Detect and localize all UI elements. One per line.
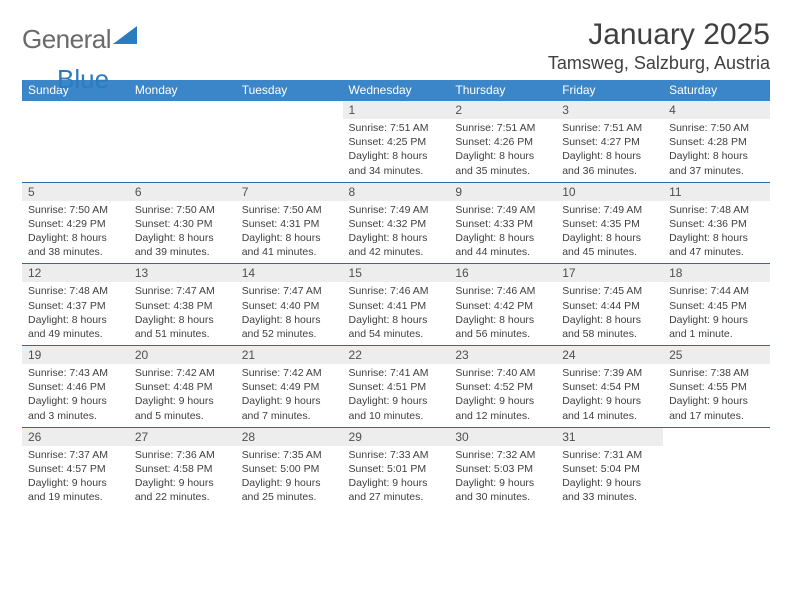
logo-text-general: General [22,24,111,55]
day-info-cell: Sunrise: 7:47 AMSunset: 4:38 PMDaylight:… [129,282,236,345]
day-number-cell: 20 [129,346,236,365]
weekday-header: Wednesday [343,80,450,101]
month-title: January 2025 [548,18,770,51]
day-info-cell: Sunrise: 7:51 AMSunset: 4:25 PMDaylight:… [343,119,450,182]
day-info-cell: Sunrise: 7:51 AMSunset: 4:26 PMDaylight:… [449,119,556,182]
day-number-cell: 3 [556,101,663,120]
day-info-cell: Sunrise: 7:48 AMSunset: 4:37 PMDaylight:… [22,282,129,345]
day-number-cell: 6 [129,182,236,201]
day-number-cell: 31 [556,427,663,446]
daynum-row: 1234 [22,101,770,120]
daynum-row: 19202122232425 [22,346,770,365]
calendar-body: 1234Sunrise: 7:51 AMSunset: 4:25 PMDayli… [22,101,770,509]
weekday-header: Tuesday [236,80,343,101]
info-row: Sunrise: 7:50 AMSunset: 4:29 PMDaylight:… [22,201,770,264]
day-info-cell: Sunrise: 7:51 AMSunset: 4:27 PMDaylight:… [556,119,663,182]
day-number-cell: 15 [343,264,450,283]
day-info-cell: Sunrise: 7:31 AMSunset: 5:04 PMDaylight:… [556,446,663,509]
day-info-cell: Sunrise: 7:37 AMSunset: 4:57 PMDaylight:… [22,446,129,509]
day-info-cell: Sunrise: 7:50 AMSunset: 4:28 PMDaylight:… [663,119,770,182]
day-info-cell: Sunrise: 7:42 AMSunset: 4:48 PMDaylight:… [129,364,236,427]
day-info-cell [22,119,129,182]
day-number-cell: 5 [22,182,129,201]
day-number-cell: 2 [449,101,556,120]
day-number-cell: 8 [343,182,450,201]
day-number-cell: 22 [343,346,450,365]
weekday-header-row: Sunday Monday Tuesday Wednesday Thursday… [22,80,770,101]
day-info-cell: Sunrise: 7:44 AMSunset: 4:45 PMDaylight:… [663,282,770,345]
day-number-cell: 23 [449,346,556,365]
location: Tamsweg, Salzburg, Austria [548,53,770,74]
day-number-cell: 17 [556,264,663,283]
day-info-cell: Sunrise: 7:35 AMSunset: 5:00 PMDaylight:… [236,446,343,509]
day-info-cell: Sunrise: 7:49 AMSunset: 4:33 PMDaylight:… [449,201,556,264]
day-number-cell: 9 [449,182,556,201]
day-number-cell: 25 [663,346,770,365]
day-info-cell: Sunrise: 7:42 AMSunset: 4:49 PMDaylight:… [236,364,343,427]
logo-text-blue: Blue [57,64,109,95]
day-info-cell: Sunrise: 7:40 AMSunset: 4:52 PMDaylight:… [449,364,556,427]
day-number-cell: 21 [236,346,343,365]
calendar-page: General January 2025 Tamsweg, Salzburg, … [0,0,792,612]
logo-triangle-icon [113,24,141,51]
day-number-cell: 4 [663,101,770,120]
weekday-header: Monday [129,80,236,101]
day-number-cell: 28 [236,427,343,446]
day-info-cell [663,446,770,509]
day-number-cell [22,101,129,120]
day-info-cell: Sunrise: 7:49 AMSunset: 4:35 PMDaylight:… [556,201,663,264]
day-number-cell: 1 [343,101,450,120]
day-info-cell [129,119,236,182]
day-info-cell: Sunrise: 7:49 AMSunset: 4:32 PMDaylight:… [343,201,450,264]
day-info-cell: Sunrise: 7:46 AMSunset: 4:42 PMDaylight:… [449,282,556,345]
daynum-row: 12131415161718 [22,264,770,283]
day-info-cell: Sunrise: 7:47 AMSunset: 4:40 PMDaylight:… [236,282,343,345]
day-info-cell: Sunrise: 7:45 AMSunset: 4:44 PMDaylight:… [556,282,663,345]
day-number-cell [129,101,236,120]
day-number-cell: 24 [556,346,663,365]
day-info-cell [236,119,343,182]
header: General January 2025 Tamsweg, Salzburg, … [22,18,770,74]
weekday-header: Friday [556,80,663,101]
day-info-cell: Sunrise: 7:43 AMSunset: 4:46 PMDaylight:… [22,364,129,427]
logo: General [22,18,141,55]
day-number-cell [236,101,343,120]
day-number-cell: 12 [22,264,129,283]
day-info-cell: Sunrise: 7:50 AMSunset: 4:31 PMDaylight:… [236,201,343,264]
day-info-cell: Sunrise: 7:50 AMSunset: 4:30 PMDaylight:… [129,201,236,264]
day-number-cell: 7 [236,182,343,201]
day-info-cell: Sunrise: 7:48 AMSunset: 4:36 PMDaylight:… [663,201,770,264]
info-row: Sunrise: 7:51 AMSunset: 4:25 PMDaylight:… [22,119,770,182]
day-number-cell: 18 [663,264,770,283]
day-number-cell: 30 [449,427,556,446]
day-info-cell: Sunrise: 7:46 AMSunset: 4:41 PMDaylight:… [343,282,450,345]
day-number-cell: 10 [556,182,663,201]
day-info-cell: Sunrise: 7:32 AMSunset: 5:03 PMDaylight:… [449,446,556,509]
calendar-table: Sunday Monday Tuesday Wednesday Thursday… [22,80,770,508]
day-info-cell: Sunrise: 7:36 AMSunset: 4:58 PMDaylight:… [129,446,236,509]
title-block: January 2025 Tamsweg, Salzburg, Austria [548,18,770,74]
info-row: Sunrise: 7:43 AMSunset: 4:46 PMDaylight:… [22,364,770,427]
day-number-cell: 26 [22,427,129,446]
day-number-cell: 16 [449,264,556,283]
daynum-row: 262728293031 [22,427,770,446]
day-info-cell: Sunrise: 7:38 AMSunset: 4:55 PMDaylight:… [663,364,770,427]
weekday-header: Thursday [449,80,556,101]
day-number-cell: 29 [343,427,450,446]
weekday-header: Saturday [663,80,770,101]
day-info-cell: Sunrise: 7:39 AMSunset: 4:54 PMDaylight:… [556,364,663,427]
day-number-cell: 11 [663,182,770,201]
day-number-cell [663,427,770,446]
day-number-cell: 19 [22,346,129,365]
day-number-cell: 14 [236,264,343,283]
day-info-cell: Sunrise: 7:33 AMSunset: 5:01 PMDaylight:… [343,446,450,509]
info-row: Sunrise: 7:37 AMSunset: 4:57 PMDaylight:… [22,446,770,509]
day-info-cell: Sunrise: 7:50 AMSunset: 4:29 PMDaylight:… [22,201,129,264]
day-number-cell: 27 [129,427,236,446]
info-row: Sunrise: 7:48 AMSunset: 4:37 PMDaylight:… [22,282,770,345]
day-number-cell: 13 [129,264,236,283]
daynum-row: 567891011 [22,182,770,201]
day-info-cell: Sunrise: 7:41 AMSunset: 4:51 PMDaylight:… [343,364,450,427]
